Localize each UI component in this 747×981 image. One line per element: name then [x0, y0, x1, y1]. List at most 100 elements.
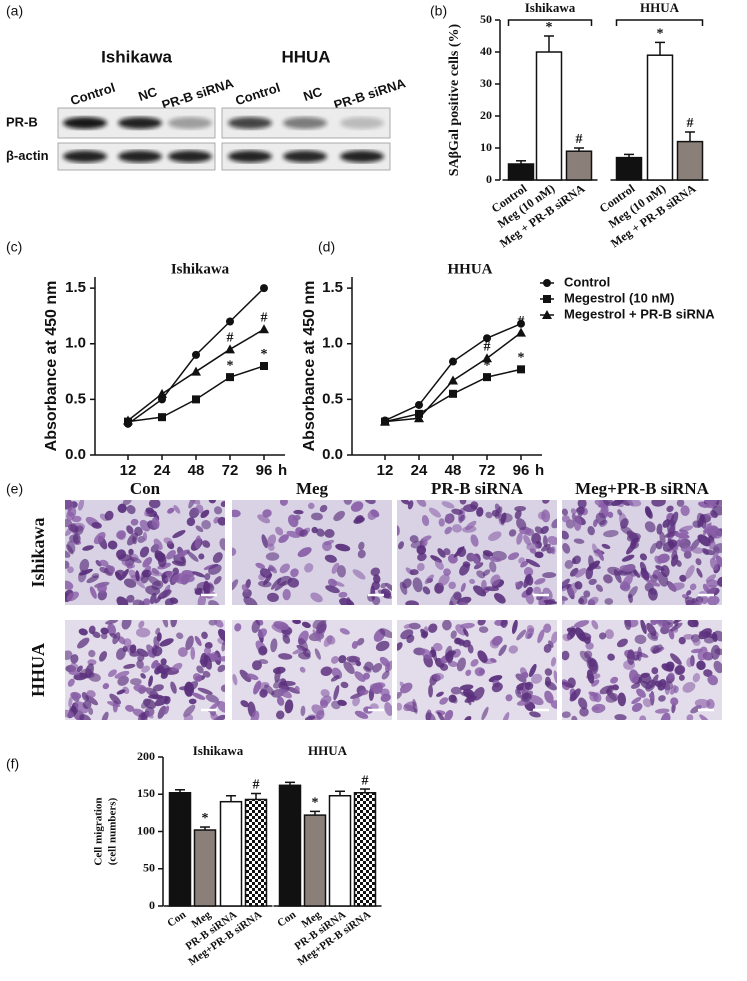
cell — [679, 574, 687, 582]
cell — [500, 620, 508, 628]
cell — [443, 548, 451, 556]
cell — [512, 620, 518, 634]
row-title: HHUA — [28, 643, 48, 697]
cell — [210, 712, 218, 720]
cell — [324, 539, 335, 546]
marker — [225, 344, 235, 354]
cell — [616, 638, 628, 648]
cell — [232, 673, 238, 686]
cell — [379, 656, 390, 667]
cell — [192, 571, 206, 578]
cell — [175, 549, 190, 559]
cell — [478, 626, 489, 633]
cell — [354, 710, 369, 719]
cell — [78, 500, 85, 511]
cell — [202, 583, 215, 594]
y-tick-label: 50 — [480, 12, 492, 26]
cell — [489, 561, 497, 573]
marker — [259, 324, 269, 334]
cell — [163, 537, 173, 545]
cell — [102, 683, 110, 690]
cell — [453, 546, 465, 558]
cell — [694, 698, 711, 708]
bar — [565, 150, 593, 181]
marker — [192, 350, 200, 359]
marker — [380, 416, 390, 426]
cell — [444, 526, 453, 535]
cell — [155, 662, 166, 675]
cell — [148, 570, 163, 577]
cell — [137, 654, 145, 662]
cell — [164, 705, 170, 715]
cell — [217, 628, 225, 642]
marker — [226, 317, 234, 326]
cell — [272, 666, 286, 675]
cell — [304, 563, 314, 573]
cell — [571, 715, 578, 720]
cell — [599, 632, 607, 640]
significance-mark: # — [261, 311, 268, 326]
cell — [621, 554, 635, 562]
cell — [148, 500, 161, 509]
cell — [130, 556, 142, 564]
y-tick-label: 40 — [480, 44, 492, 58]
marker — [158, 413, 166, 422]
cell — [65, 500, 74, 510]
cell — [459, 514, 466, 522]
cell — [117, 532, 126, 541]
cell — [476, 570, 486, 579]
cell — [123, 578, 137, 588]
cell — [397, 702, 403, 711]
cell — [400, 629, 414, 640]
cell — [202, 670, 211, 678]
cell — [525, 627, 535, 640]
cell — [524, 528, 535, 536]
cell — [576, 506, 585, 515]
bar — [219, 800, 243, 907]
cell — [562, 578, 570, 590]
cell — [683, 550, 692, 559]
cell — [210, 652, 219, 660]
cell — [100, 632, 108, 640]
x-tick-label: Con — [165, 909, 188, 930]
cell — [331, 562, 340, 574]
significance-mark: * — [657, 27, 664, 42]
y-tick-label: 1.5 — [65, 279, 86, 296]
cell — [142, 557, 153, 568]
cell — [107, 701, 121, 708]
cell — [432, 672, 445, 681]
cell — [65, 550, 71, 558]
cell — [141, 699, 151, 709]
cell — [715, 555, 722, 568]
cell — [372, 682, 383, 695]
cell — [652, 644, 663, 654]
cell — [85, 695, 99, 706]
y-axis-label: Absorbance at 450 nm — [43, 281, 60, 452]
cell — [550, 700, 557, 709]
cell — [299, 529, 308, 538]
cell — [678, 674, 685, 681]
cell — [586, 669, 595, 684]
cell — [474, 667, 485, 677]
cell — [439, 697, 449, 705]
cell — [680, 545, 694, 553]
cell — [562, 542, 571, 554]
cell — [212, 552, 223, 563]
cell — [659, 531, 666, 546]
column-title: PR-B siRNA — [431, 479, 524, 498]
cell — [68, 696, 73, 708]
cell — [403, 623, 413, 629]
cell — [125, 704, 135, 712]
significance-mark: # — [518, 314, 525, 329]
cell — [101, 711, 109, 720]
cell — [670, 653, 682, 665]
cell — [481, 579, 487, 590]
micrograph — [397, 500, 557, 605]
cell — [301, 621, 311, 629]
cell — [416, 545, 427, 555]
x-tick-label: 12 — [120, 462, 137, 479]
x-tick-label: 24 — [411, 462, 428, 479]
cell — [172, 529, 186, 539]
cell — [188, 500, 201, 505]
cell — [310, 592, 323, 603]
